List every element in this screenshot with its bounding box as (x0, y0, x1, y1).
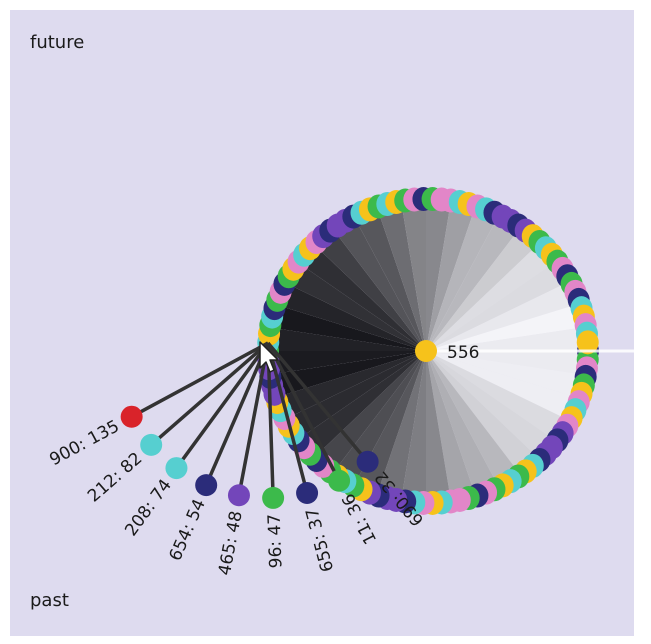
ring-node (576, 330, 599, 355)
fan-sector (263, 326, 426, 351)
linked-node-label: 96: 47 (265, 514, 287, 569)
fan-sector (426, 259, 572, 351)
fan-sector (426, 351, 477, 505)
linked-node-dot[interactable] (227, 484, 250, 507)
mouse-cursor-icon (259, 341, 279, 373)
fan-sector (310, 351, 426, 477)
fan-sector (270, 280, 426, 351)
linked-node-dot[interactable] (328, 469, 351, 492)
linked-node-label: 465: 48 (215, 509, 247, 577)
fan-sector (426, 197, 477, 351)
linked-node-label: 654: 54 (166, 496, 210, 564)
linked-node-dot[interactable] (296, 481, 319, 504)
fan-sector (426, 225, 542, 351)
fan-sector (426, 326, 589, 351)
linked-node-label: 655: 37 (302, 506, 338, 574)
fan-sector (280, 351, 426, 443)
edges (130, 341, 369, 498)
fan-sector (426, 351, 522, 490)
time-fan (261, 193, 595, 509)
fan-sector (426, 212, 522, 351)
edge-line (175, 341, 270, 470)
fan-sector (270, 351, 426, 422)
linked-node-label: 212: 82 (84, 449, 146, 507)
fan-sector (330, 351, 426, 490)
fan-sector (426, 351, 572, 443)
fan-sector (426, 241, 558, 351)
linked-node-dot[interactable] (262, 486, 285, 509)
fan-sector (280, 259, 426, 351)
fan-sector (294, 351, 426, 461)
fan-sector (375, 197, 426, 351)
fan-sector (426, 351, 582, 422)
center-node-label: 556 (447, 343, 479, 363)
edge-line (150, 341, 270, 447)
edge-line (130, 341, 269, 419)
edge-line (266, 342, 309, 494)
fan-sector (263, 351, 426, 376)
fan-sector (294, 241, 426, 351)
fan-sector (426, 280, 582, 351)
linked-node-dot[interactable] (140, 433, 163, 456)
fan-sector (426, 196, 452, 351)
linked-node[interactable]: 96: 47 (262, 486, 287, 569)
fan-sector (426, 351, 542, 477)
future-label: future (30, 32, 85, 53)
fan-sector (426, 351, 558, 461)
center-node[interactable] (415, 340, 437, 362)
fan-sector (400, 351, 426, 506)
fan-sector (426, 351, 501, 499)
linked-node-dot[interactable] (356, 450, 379, 473)
fan-sector (265, 303, 426, 351)
visualization-panel[interactable]: future past 690: 32 11: 36 655: 37 96: 47 46… (10, 10, 634, 636)
fan-sector (426, 203, 501, 351)
fan-sector (426, 303, 587, 351)
edge-line (237, 342, 270, 496)
fan-sector (426, 351, 452, 506)
fan-sector (375, 351, 426, 505)
linked-node-label: 208: 74 (121, 476, 176, 540)
linked-node-label: 900: 135 (46, 416, 122, 470)
past-label: past (30, 590, 69, 611)
edge-line (266, 341, 369, 463)
linked-node-dot[interactable] (165, 457, 188, 480)
linked-node[interactable]: 465: 48 (215, 484, 250, 577)
fan-sector (330, 212, 426, 351)
fan-sector (351, 203, 426, 351)
linked-node-dot[interactable] (195, 474, 218, 497)
fan-sector (400, 196, 426, 351)
fan-sector (426, 351, 589, 376)
fan-sector (426, 351, 587, 399)
fan-sector (310, 225, 426, 351)
edge-line (204, 342, 270, 486)
center-node-group[interactable]: 556 (415, 340, 479, 363)
linked-node-dot[interactable] (120, 405, 143, 428)
edge-line (266, 342, 341, 482)
linked-node[interactable]: 655: 37 (296, 481, 338, 574)
